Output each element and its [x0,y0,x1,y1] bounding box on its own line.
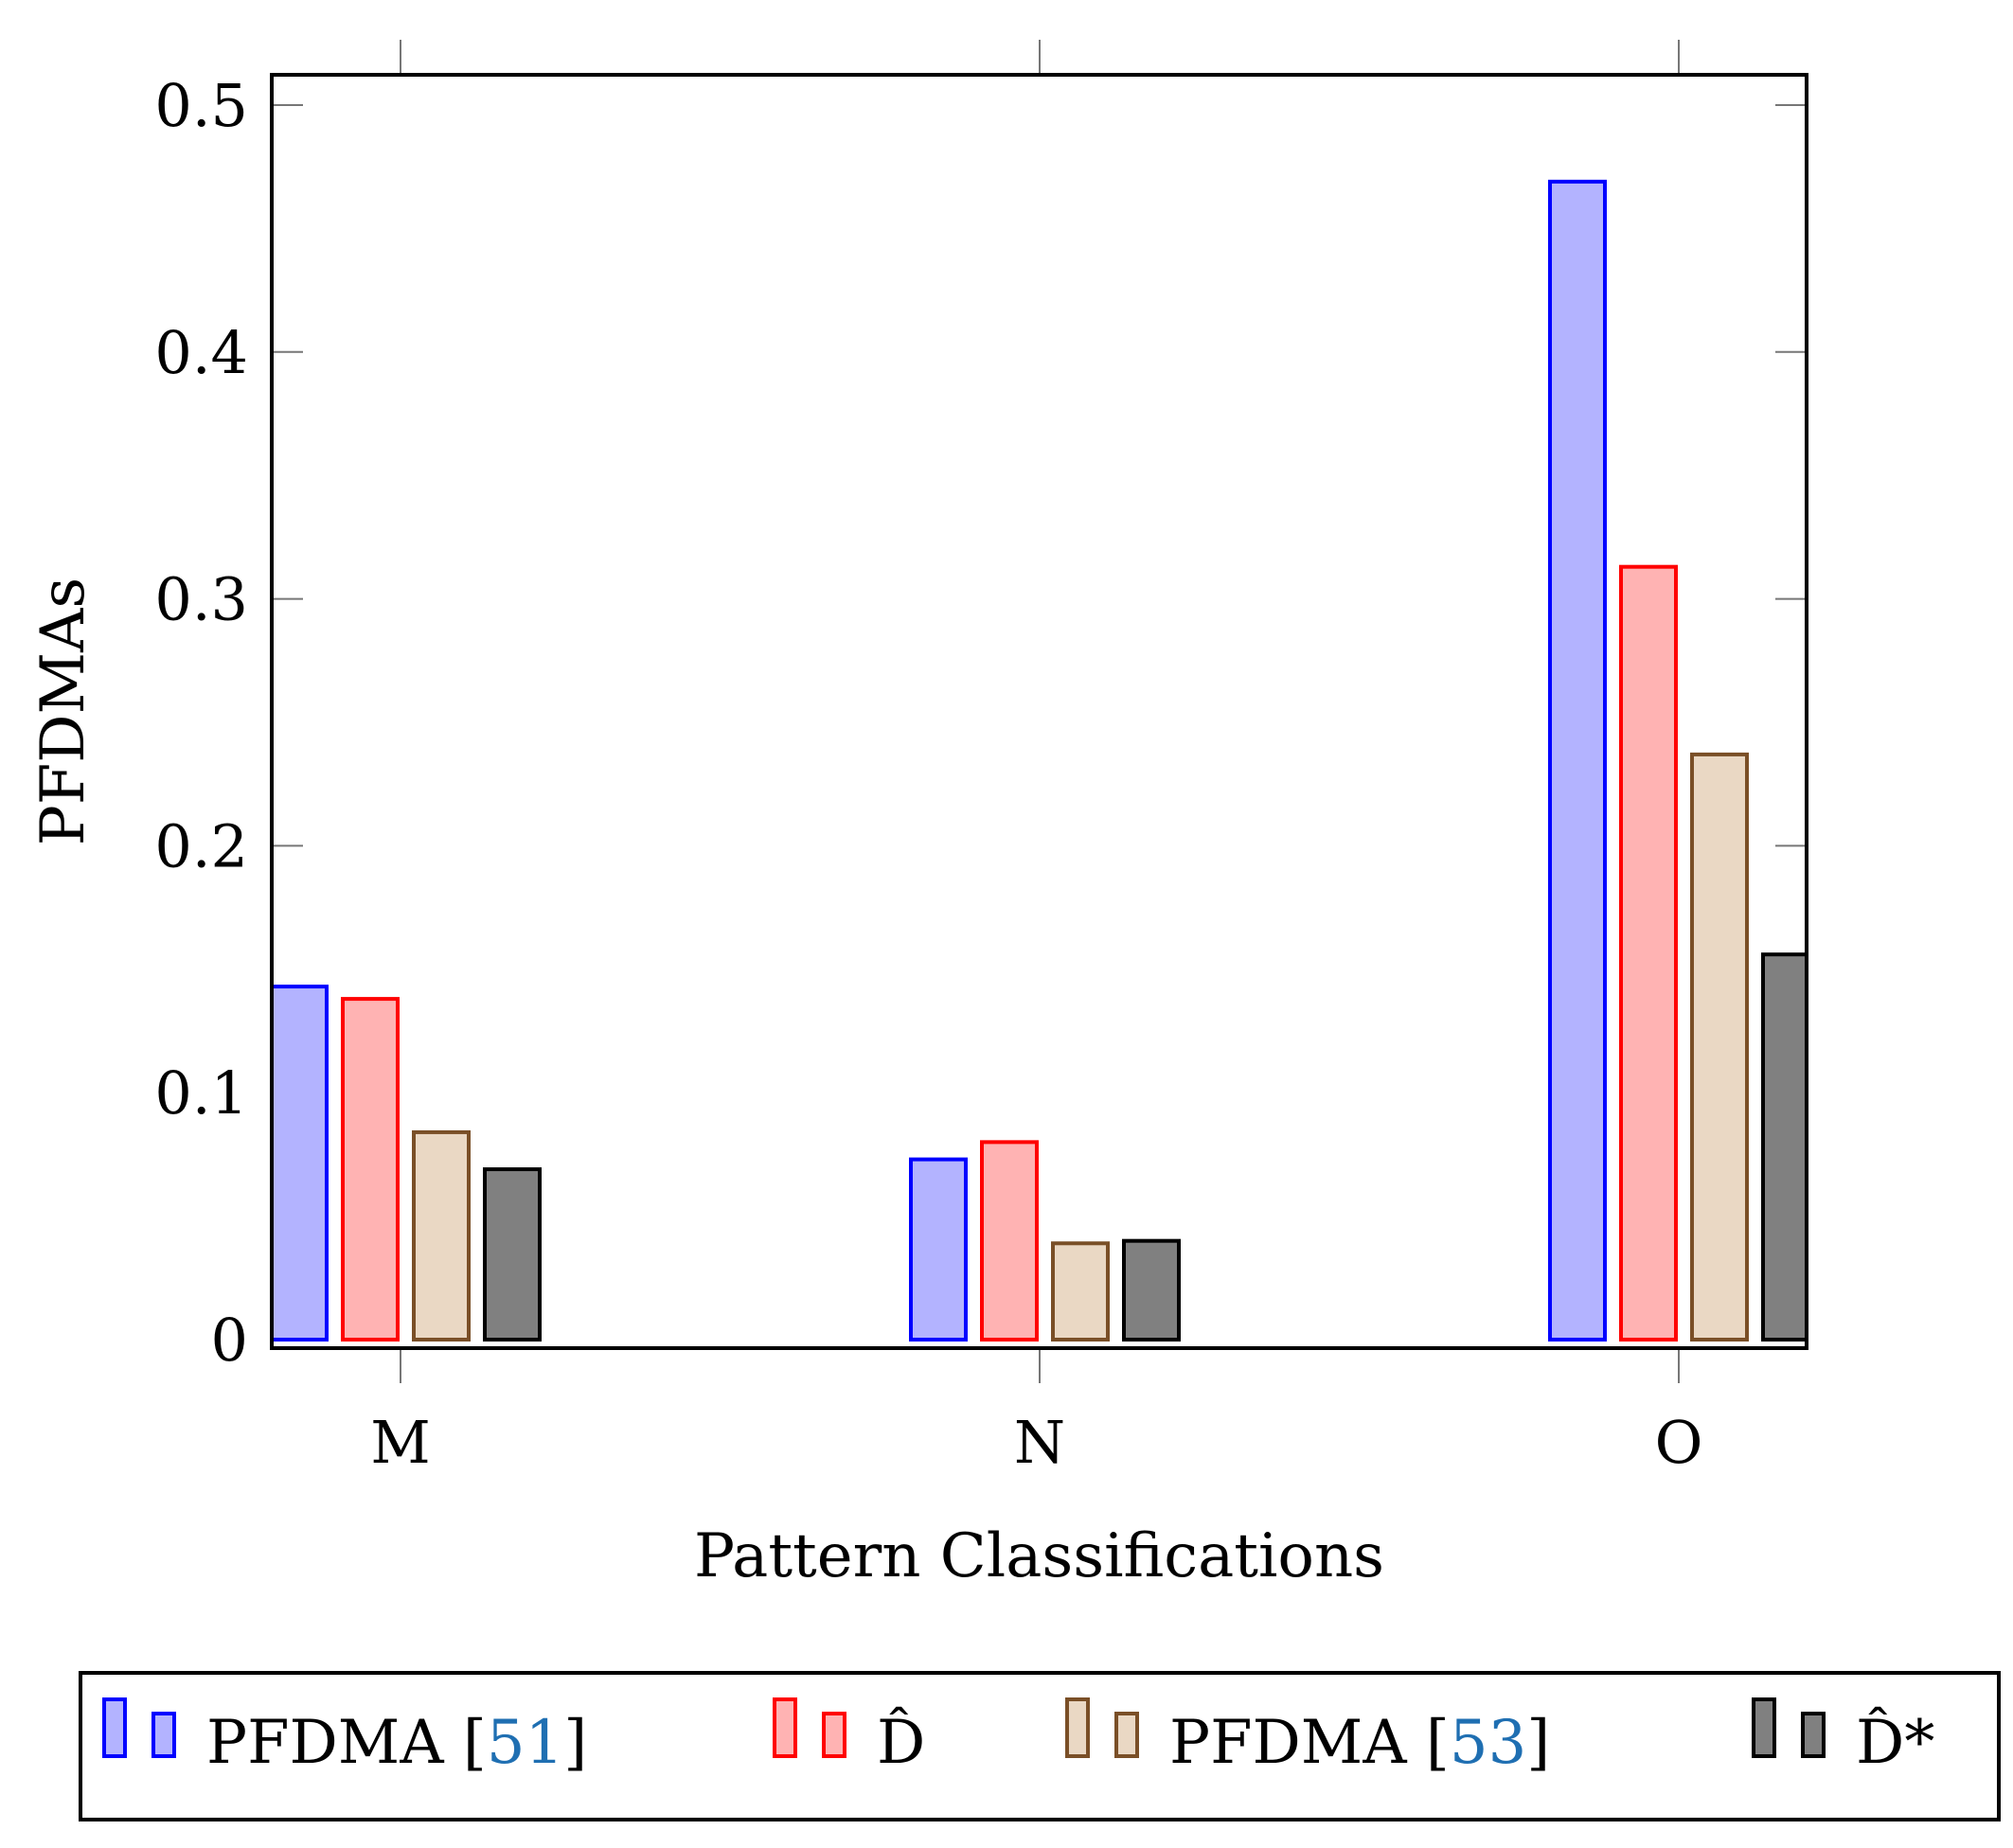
axis-ticks [272,40,1807,1383]
y-tick-labels: 0 0.1 0.2 0.3 0.4 0.5 [154,71,248,1375]
legend-box [79,1671,2001,1821]
y-tick-label: 0.4 [154,318,248,387]
bar-O-series-4 [1761,952,1808,1342]
y-tick-label: 0.5 [154,71,248,140]
legend-label-4: D̂* [1856,1707,1934,1778]
x-axis-title: Pattern Classifications [694,1521,1384,1591]
bar-O-series-2 [1619,564,1678,1342]
y-tick-label: 0.2 [154,811,248,880]
legend-swatch-4 [1752,1697,1776,1758]
legend-swatch-small-2 [822,1712,846,1758]
bars-group [270,179,1808,1342]
bar-O-series-1 [1548,179,1607,1342]
legend-swatch-2 [773,1697,797,1758]
x-tick-label-M: M [370,1408,430,1477]
legend-swatch-small-1 [151,1712,176,1758]
legend: PFDMA [51] D̂ PFDMA [53] D̂* [79,1671,2001,1821]
y-tick-label: 0.3 [154,565,248,634]
plot-frame [270,73,1808,1350]
bar-N-series-2 [980,1140,1039,1342]
legend-label-1: PFDMA [51] [206,1708,587,1778]
bar-M-series-3 [412,1129,471,1342]
legend-swatch-3 [1065,1697,1090,1758]
x-tick-label-O: O [1655,1408,1703,1477]
bar-N-series-1 [909,1157,968,1342]
bar-M-series-4 [483,1167,542,1342]
y-axis-title: PFDMAs [28,578,98,845]
bar-N-series-4 [1122,1238,1181,1342]
legend-label-3: PFDMA [53] [1169,1708,1550,1778]
y-tick-label: 0 [211,1306,248,1375]
legend-swatch-small-4 [1801,1712,1826,1758]
legend-label-2: D̂ [877,1707,925,1778]
bar-N-series-3 [1051,1241,1110,1342]
bar-M-series-2 [341,997,400,1342]
x-tick-label-N: N [1014,1408,1065,1477]
bar-O-series-3 [1690,752,1749,1342]
bar-M-series-1 [270,985,329,1342]
legend-swatch-small-3 [1114,1712,1139,1758]
x-tick-labels: M N O [370,1408,1702,1477]
legend-swatch-1 [102,1697,127,1758]
y-tick-label: 0.1 [154,1058,248,1128]
